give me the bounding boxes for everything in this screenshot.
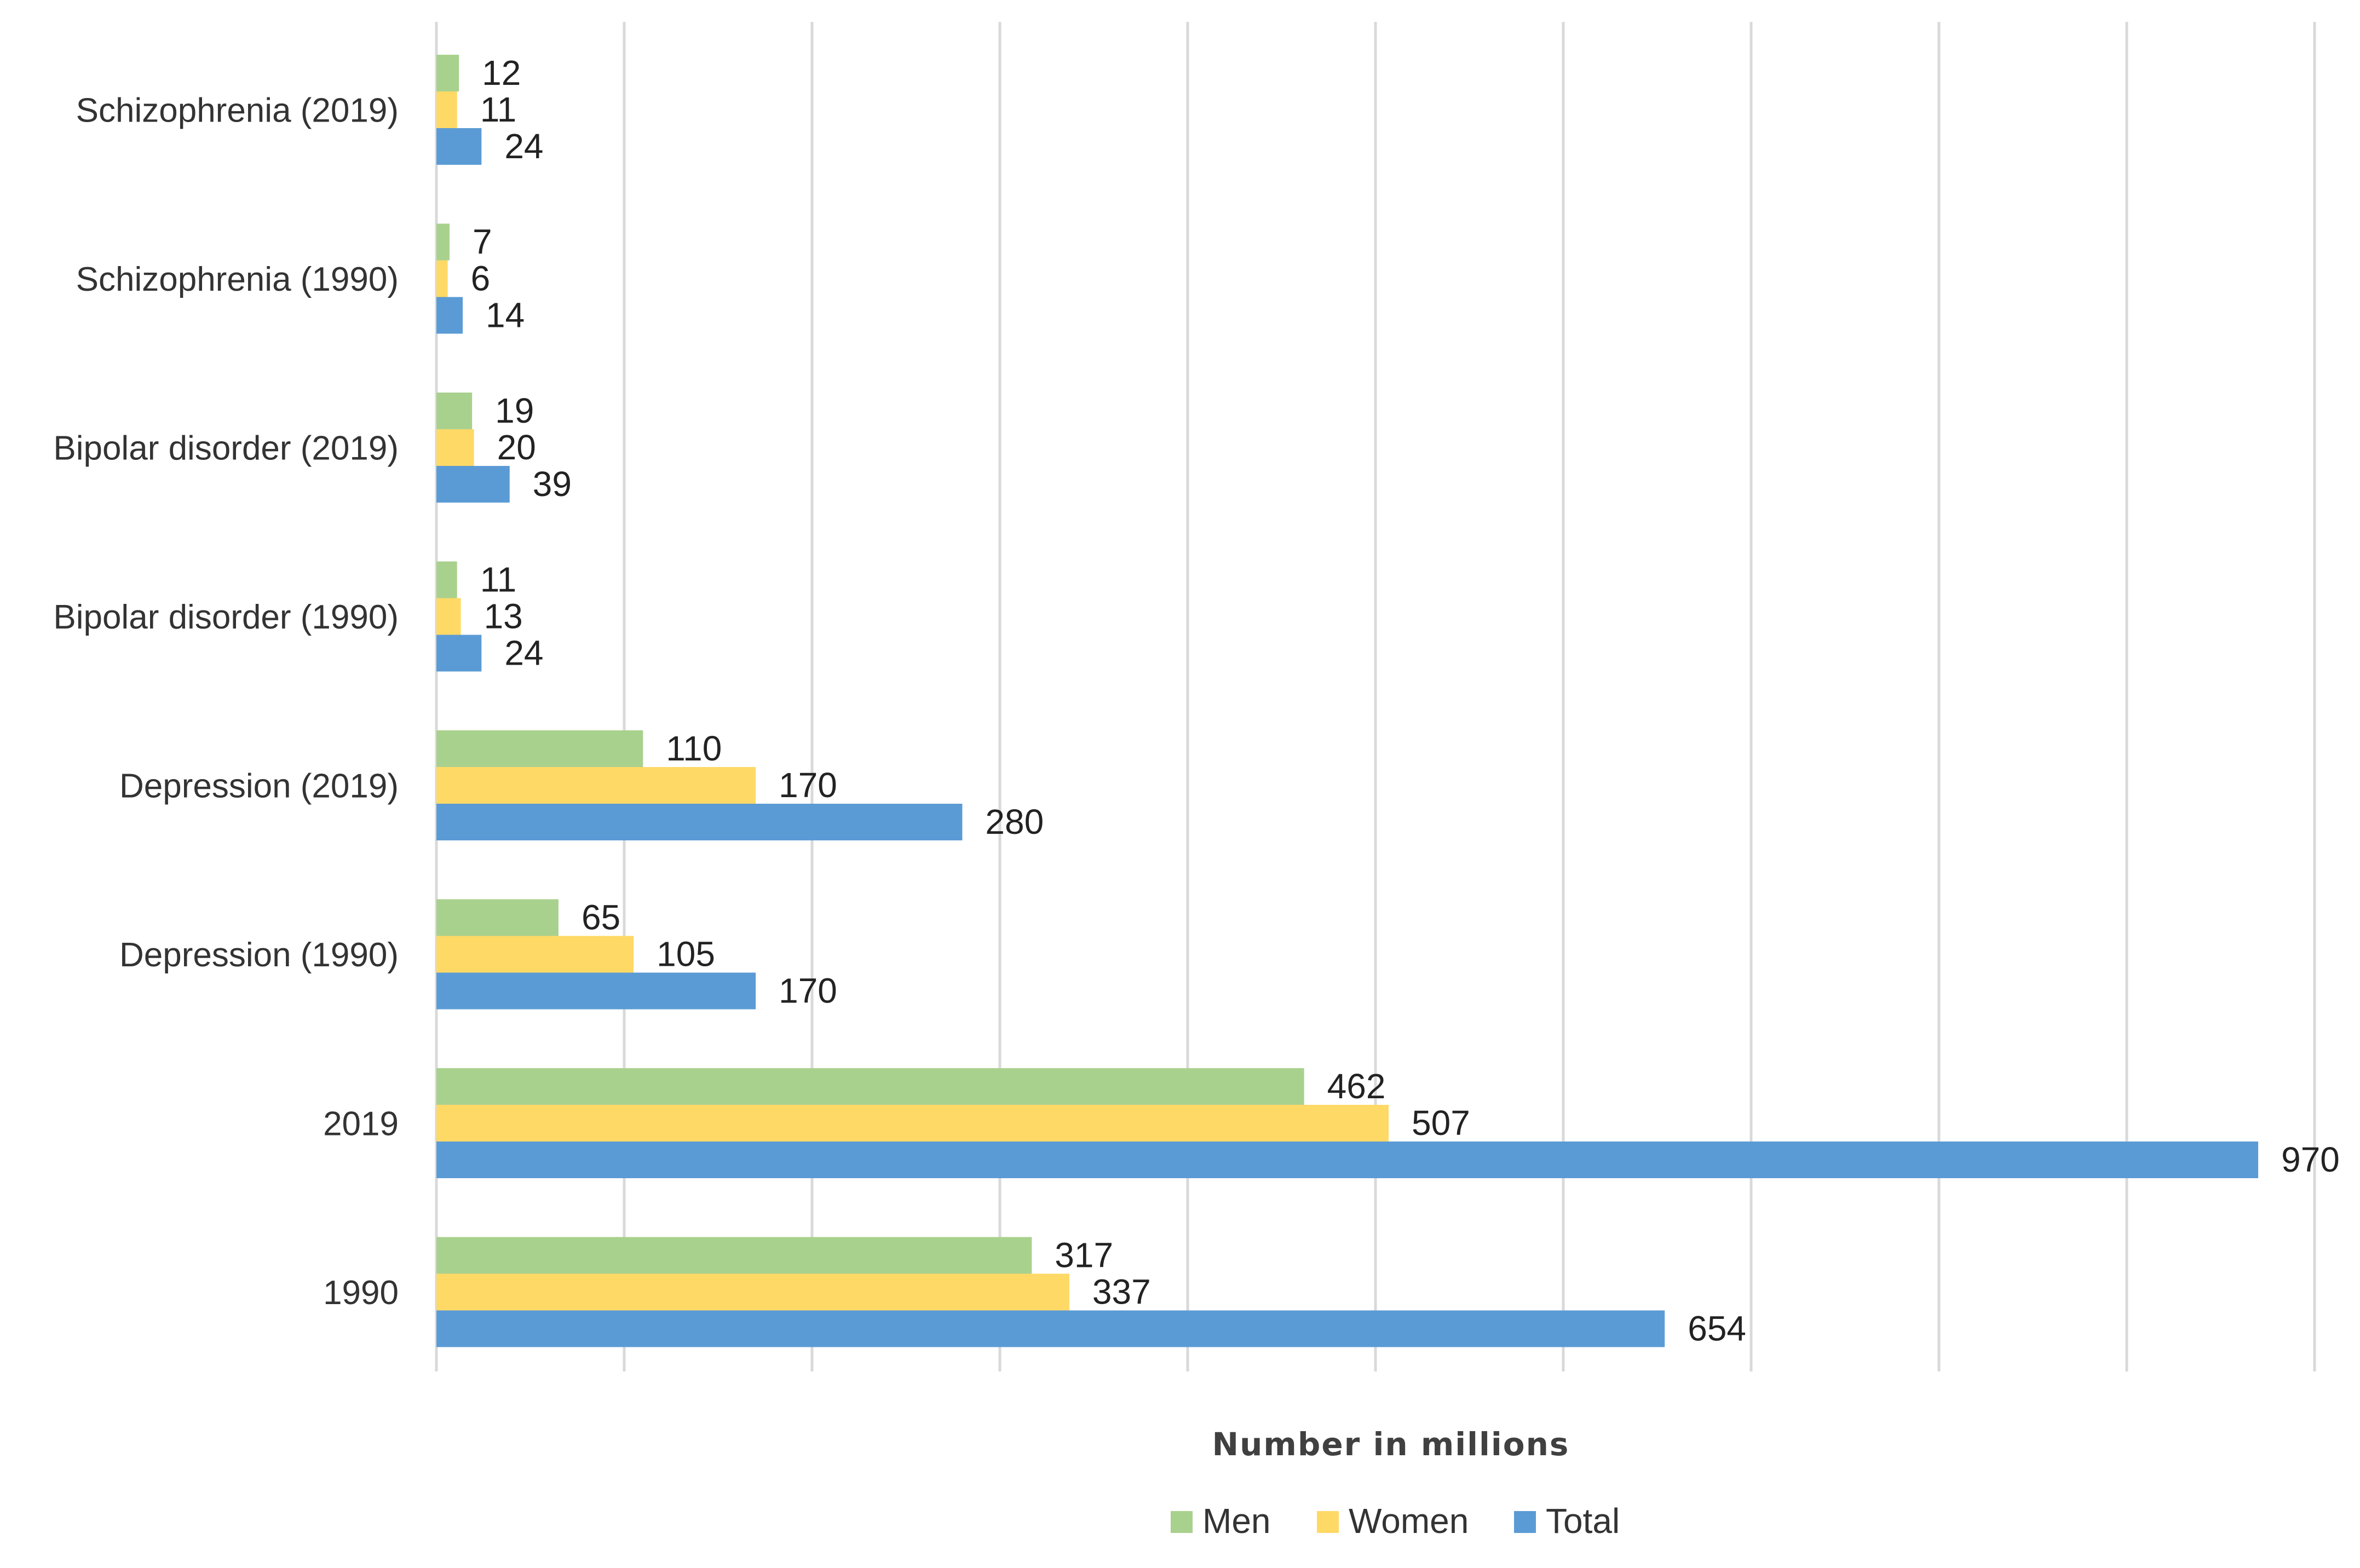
bar-women <box>436 91 457 128</box>
data-label: 105 <box>657 935 715 974</box>
bar-total <box>436 1142 2259 1178</box>
bar-men <box>436 1237 1032 1274</box>
bar-total <box>436 635 482 672</box>
category-label: Schizophrenia (1990) <box>76 261 399 298</box>
bar-total <box>436 466 510 503</box>
data-label: 13 <box>484 597 523 636</box>
data-label: 24 <box>504 126 543 166</box>
category-label: 2019 <box>323 1105 399 1143</box>
legend-label-total: Total <box>1546 1501 1620 1541</box>
bar-total <box>436 972 756 1010</box>
category-label: Schizophrenia (2019) <box>76 92 399 130</box>
category-label: Depression (1990) <box>119 936 399 974</box>
bar-men <box>436 223 450 261</box>
bar-men <box>436 55 459 91</box>
data-label: 14 <box>486 296 525 335</box>
data-label: 462 <box>1327 1067 1386 1106</box>
data-label: 317 <box>1055 1236 1113 1275</box>
data-label: 280 <box>985 802 1044 841</box>
data-label: 170 <box>779 971 837 1011</box>
data-label: 970 <box>2281 1140 2340 1179</box>
bar-men <box>436 1068 1304 1105</box>
data-label: 110 <box>666 729 722 768</box>
bar-women <box>436 1273 1069 1311</box>
bar-women <box>436 936 634 973</box>
legend-swatch-women <box>1317 1511 1339 1533</box>
data-label: 7 <box>473 222 492 262</box>
category-label: Bipolar disorder (1990) <box>53 598 399 636</box>
legend-label-women: Women <box>1349 1501 1469 1541</box>
data-label: 24 <box>504 633 543 673</box>
bar-women <box>436 767 756 804</box>
legend-swatch-men <box>1171 1511 1193 1533</box>
data-label: 170 <box>779 765 837 805</box>
x-axis-title: Number in millions <box>1212 1426 1570 1463</box>
legend-swatch-total <box>1514 1511 1536 1533</box>
data-label: 39 <box>533 464 572 504</box>
legend-label-men: Men <box>1202 1501 1271 1541</box>
data-label: 20 <box>497 428 536 467</box>
category-label: Bipolar disorder (2019) <box>53 430 399 468</box>
bars <box>436 55 2259 1347</box>
bar-men <box>436 393 473 429</box>
bar-total <box>436 1310 1665 1347</box>
data-label: 337 <box>1092 1272 1151 1312</box>
data-label: 65 <box>582 898 620 937</box>
bar-women <box>436 598 461 635</box>
data-label: 19 <box>495 391 534 430</box>
bar-men <box>436 899 559 936</box>
category-labels: Schizophrenia (2019) Schizophrenia (1990)… <box>53 92 399 1312</box>
data-label: 12 <box>482 53 521 93</box>
bar-women <box>436 1105 1389 1142</box>
bar-total <box>436 297 463 334</box>
bar-women <box>436 260 448 297</box>
legend: Men Women Total <box>1171 1501 1620 1541</box>
bar-men <box>436 561 457 598</box>
data-label: 507 <box>1412 1103 1470 1143</box>
bar-men <box>436 730 643 767</box>
bar-women <box>436 429 474 466</box>
data-label: 11 <box>480 90 516 129</box>
category-label: Depression (2019) <box>119 768 399 805</box>
data-label: 6 <box>471 259 491 298</box>
data-label: 654 <box>1688 1309 1746 1348</box>
value-labels: 1211247614192039111324110170280651051704… <box>471 53 2340 1348</box>
data-label: 11 <box>480 560 516 599</box>
category-label: 1990 <box>323 1274 399 1312</box>
bar-total <box>436 128 482 165</box>
bar-total <box>436 804 963 840</box>
